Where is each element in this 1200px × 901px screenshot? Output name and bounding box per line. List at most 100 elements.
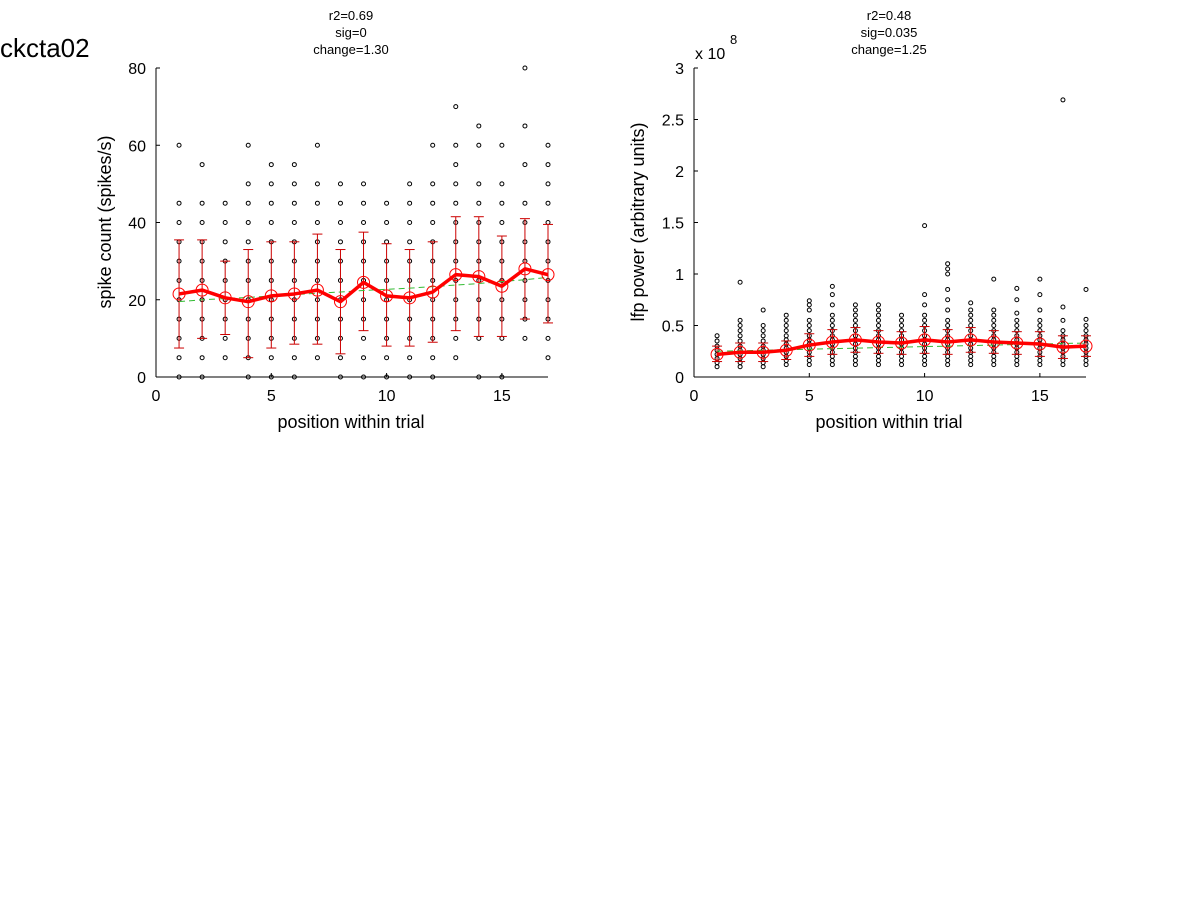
x-tick-label: 15 — [493, 388, 511, 405]
stat-r2: r2=0.48 — [867, 8, 911, 23]
raw-data-point — [945, 297, 951, 303]
plot-area: 0 5 10 15 0 0.5 1 1.5 2 2.5 3 — [662, 61, 1093, 405]
raw-data-point — [783, 312, 789, 318]
raw-data-point — [1060, 328, 1066, 334]
raw-data-point — [199, 200, 205, 206]
raw-data-point — [314, 142, 320, 148]
x-tick-label: 5 — [267, 388, 276, 405]
raw-data-point — [222, 355, 228, 361]
raw-data-point — [806, 298, 812, 304]
mean-marker — [218, 291, 232, 305]
x-tick-label: 5 — [805, 388, 814, 405]
raw-data-point — [176, 355, 182, 361]
raw-data-point — [945, 286, 951, 292]
raw-data-point — [361, 374, 367, 380]
x-tick-label: 15 — [1031, 388, 1049, 405]
raw-data-point — [968, 307, 974, 313]
raw-data-point — [176, 374, 182, 380]
y-tick-label: 40 — [128, 216, 146, 233]
raw-data-point — [945, 307, 951, 313]
raw-data-point — [222, 239, 228, 245]
raw-data-point — [737, 333, 743, 339]
raw-data-point — [407, 220, 413, 225]
raw-data-point — [1014, 297, 1020, 303]
raw-data-point — [968, 300, 974, 306]
raw-data-point — [922, 302, 928, 308]
raw-data-point — [829, 312, 835, 318]
raw-data-point — [1037, 276, 1043, 282]
raw-data-point — [783, 317, 789, 323]
mean-marker — [380, 289, 394, 303]
raw-data-point — [245, 142, 251, 148]
raw-data-point — [899, 317, 905, 323]
fit-line — [179, 276, 549, 303]
mean-marker — [495, 279, 509, 293]
raw-data-point — [922, 223, 928, 229]
raw-data-point — [991, 307, 997, 313]
mean-marker — [918, 333, 932, 347]
y-tick-label: 2 — [675, 164, 684, 181]
y-exponent-power: 8 — [730, 32, 737, 47]
raw-data-point — [430, 220, 436, 225]
raw-data-point — [222, 335, 228, 341]
raw-data-point — [499, 374, 505, 380]
mean-marker — [1079, 339, 1093, 353]
raw-data-point — [337, 374, 343, 380]
raw-data-point — [337, 239, 343, 245]
raw-data-point — [499, 142, 505, 148]
raw-data-point — [499, 220, 505, 225]
mean-marker — [825, 335, 839, 349]
mean-marker — [172, 287, 186, 301]
raw-data-point — [291, 200, 297, 206]
raw-data-point — [1060, 317, 1066, 323]
mean-marker — [333, 295, 347, 309]
raw-data-point — [945, 323, 951, 328]
mean-marker — [541, 268, 555, 282]
raw-data-point — [453, 162, 459, 168]
y-tick-label: 2.5 — [662, 113, 684, 130]
raw-data-point — [407, 374, 413, 380]
raw-data-point — [852, 302, 858, 308]
mean-marker — [264, 289, 278, 303]
mean-marker — [802, 338, 816, 352]
x-tick-label: 10 — [916, 388, 934, 405]
raw-data-point — [407, 200, 413, 206]
mean-marker — [403, 291, 417, 305]
raw-data-point — [760, 323, 766, 328]
raw-data-point — [922, 317, 928, 323]
y-tick-label: 60 — [128, 138, 146, 155]
y-tick-label: 0 — [137, 370, 146, 387]
raw-data-point — [1014, 317, 1020, 323]
raw-data-point — [337, 181, 343, 187]
raw-data-point — [522, 200, 528, 206]
mean-marker — [357, 275, 371, 289]
raw-data-point — [783, 333, 789, 339]
mean-marker — [287, 287, 301, 301]
raw-data-point — [945, 271, 951, 277]
raw-data-point — [268, 374, 274, 380]
raw-data-point — [199, 374, 205, 380]
raw-data-point — [945, 317, 951, 323]
y-axis-label: spike count (spikes/s) — [95, 135, 115, 308]
y-axis-label: lfp power (arbitrary units) — [628, 122, 648, 321]
raw-data-point — [1060, 97, 1066, 103]
raw-data-point — [337, 200, 343, 206]
page-title: ckcta02 — [0, 33, 90, 63]
mean-marker — [1033, 337, 1047, 351]
raw-data-point — [829, 302, 835, 308]
raw-data-point — [476, 181, 482, 187]
x-tick-label: 0 — [690, 388, 699, 405]
raw-data-point — [1014, 323, 1020, 328]
y-tick-label: 80 — [128, 61, 146, 78]
raw-data-point — [430, 374, 436, 380]
raw-data-point — [361, 220, 367, 225]
y-tick-label: 1 — [675, 267, 684, 284]
raw-data-point — [1037, 317, 1043, 323]
raw-data-point — [476, 123, 482, 129]
x-tick-label: 0 — [152, 388, 161, 405]
raw-data-point — [499, 200, 505, 206]
raw-data-point — [384, 355, 390, 361]
raw-data-point — [945, 261, 951, 267]
